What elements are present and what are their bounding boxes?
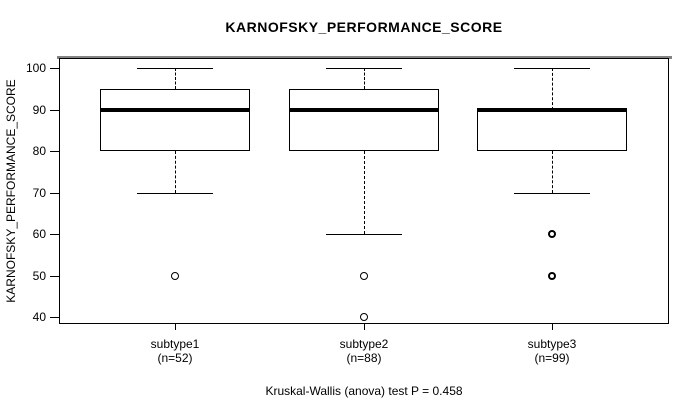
y-tick-label: 40 [32,310,46,324]
median-line [100,108,250,112]
outlier-point [360,272,368,280]
y-tick-mark [50,234,59,235]
iqr-box [477,110,627,151]
lower-whisker-cap [326,234,402,235]
y-tick-mark [50,110,59,111]
x-category-size: (n=52) [157,351,193,365]
upper-whisker-cap [137,68,213,69]
y-tick-label: 100 [25,61,46,75]
y-tick-mark [50,151,59,152]
x-tick-mark [364,324,365,330]
y-tick-label: 50 [32,269,46,283]
outlier-point [548,230,556,238]
x-category-label: subtype1 [150,337,200,351]
plot-area [59,58,669,324]
lower-whisker-line [552,151,553,193]
plot-top-shadow [57,56,672,59]
y-tick-label: 70 [32,186,46,200]
x-tick-mark [552,324,553,330]
y-tick-label: 60 [32,227,46,241]
x-category-label: subtype2 [339,337,389,351]
upper-whisker-line [175,68,176,89]
median-line [289,108,439,112]
x-category-label: subtype3 [527,337,577,351]
y-tick-mark [50,193,59,194]
outlier-point [171,272,179,280]
stat-test-caption: Kruskal-Wallis (anova) test P = 0.458 [265,384,463,398]
outlier-point [360,313,368,321]
lower-whisker-line [175,151,176,193]
y-tick-label: 90 [32,103,46,117]
lower-whisker-cap [514,193,590,194]
iqr-box [289,89,439,151]
outlier-point [548,272,556,280]
y-tick-mark [50,68,59,69]
chart-title: KARNOFSKY_PERFORMANCE_SCORE [225,19,503,35]
y-tick-label: 80 [32,144,46,158]
x-category-size: (n=99) [534,351,570,365]
x-category-size: (n=88) [346,351,382,365]
upper-whisker-line [552,68,553,110]
y-tick-mark [50,276,59,277]
x-tick-mark [175,324,176,330]
upper-whisker-line [364,68,365,89]
median-line [477,108,627,112]
iqr-box [100,89,250,151]
lower-whisker-line [364,151,365,234]
lower-whisker-cap [137,193,213,194]
upper-whisker-cap [326,68,402,69]
y-tick-mark [50,317,59,318]
upper-whisker-cap [514,68,590,69]
